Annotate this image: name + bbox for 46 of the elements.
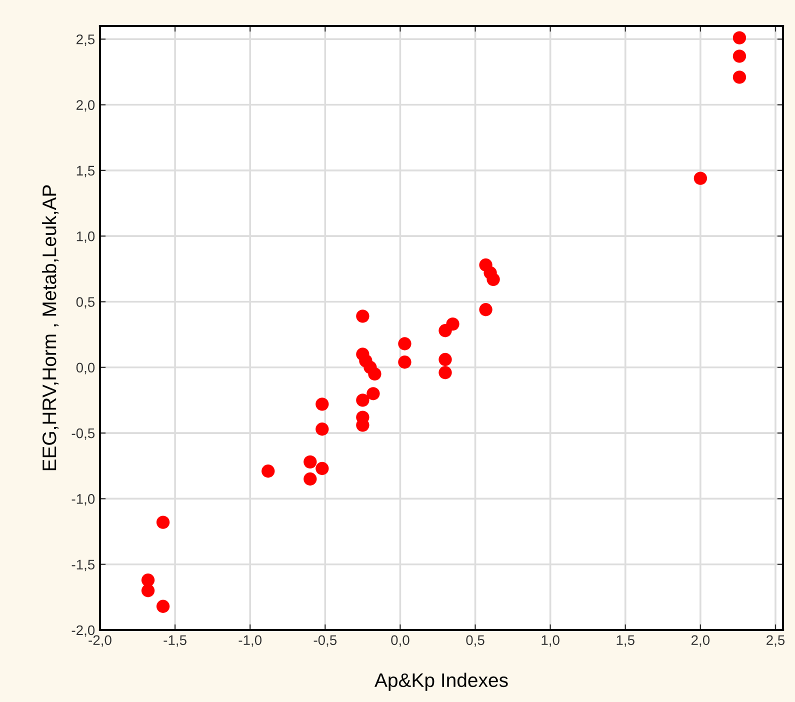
- x-axis-title: Ap&Kp Indexes: [374, 672, 508, 691]
- y-tick-label: 1,5: [76, 166, 95, 178]
- x-tick-label: 0,0: [391, 635, 410, 647]
- y-tick-label: 1,0: [76, 231, 95, 243]
- point: [316, 422, 329, 436]
- y-tick-label: -2,0: [72, 625, 95, 637]
- point: [304, 455, 317, 469]
- y-tick-label: -0,5: [72, 428, 95, 440]
- y-axis-title: EEG,HRV,Horm , Metab,Leuk,AP: [42, 185, 59, 470]
- x-tick-label: 2,5: [766, 635, 785, 647]
- point: [398, 356, 412, 369]
- point: [486, 272, 500, 286]
- point: [732, 70, 746, 84]
- point: [368, 367, 382, 381]
- point: [446, 317, 460, 331]
- y-tick-label: -1,5: [72, 560, 95, 572]
- point: [438, 352, 452, 366]
- x-tick-label: 1,5: [616, 635, 634, 647]
- point: [156, 516, 170, 529]
- point: [694, 172, 708, 185]
- point: [732, 31, 746, 44]
- x-tick-label: -1,5: [164, 635, 186, 647]
- point: [479, 303, 492, 316]
- x-tick-label: 1,0: [542, 635, 560, 647]
- point: [356, 310, 370, 323]
- point: [141, 584, 155, 598]
- x-tick-label: -0,5: [314, 635, 337, 647]
- x-tick-label: -1,0: [238, 635, 262, 647]
- y-tick-label: 0,0: [76, 362, 95, 374]
- x-tick-label: -2,0: [88, 635, 112, 647]
- point: [438, 366, 452, 380]
- point: [356, 394, 370, 407]
- x-tick-label: 2,0: [691, 635, 710, 647]
- point: [262, 464, 275, 478]
- point: [732, 50, 746, 63]
- y-tick-label: -1,0: [72, 494, 95, 506]
- y-tick-label: 2,0: [76, 100, 95, 112]
- y-tick-label: 0,5: [76, 297, 95, 309]
- point: [398, 337, 412, 350]
- point: [316, 398, 329, 411]
- x-tick-label: 0,5: [466, 635, 484, 647]
- y-tick-label: 2,5: [76, 34, 95, 46]
- point: [316, 462, 329, 476]
- point: [366, 387, 380, 400]
- point: [304, 472, 317, 486]
- point: [156, 600, 170, 613]
